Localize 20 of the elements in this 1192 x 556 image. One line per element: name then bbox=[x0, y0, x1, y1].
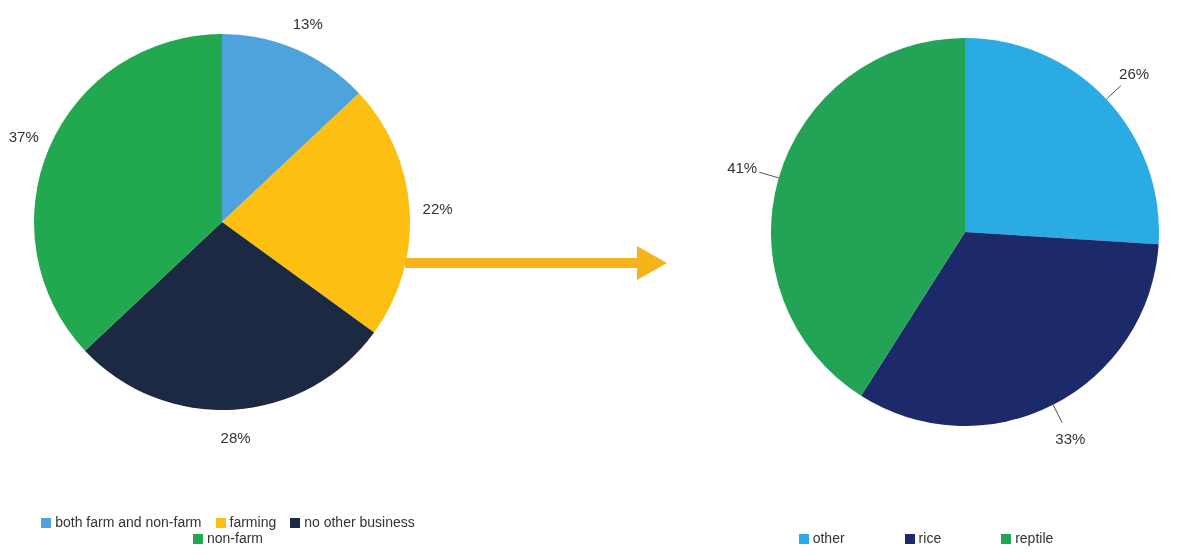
legend-label: reptile bbox=[1015, 530, 1054, 546]
data-label: 41% bbox=[727, 158, 758, 176]
pie-slice bbox=[965, 38, 1159, 245]
pie-slice bbox=[84, 222, 375, 410]
legend-label: non-farm bbox=[206, 530, 264, 546]
legend-label: no other business bbox=[304, 514, 415, 530]
pie-slice bbox=[222, 34, 360, 222]
data-label: 28% bbox=[220, 429, 251, 447]
data-label: 13% bbox=[292, 15, 323, 33]
legend-label: both farm and non-farm bbox=[55, 514, 202, 530]
data-label: 22% bbox=[422, 199, 453, 217]
legend-label: other bbox=[812, 530, 845, 546]
data-label: 26% bbox=[1119, 64, 1150, 82]
pie-slice bbox=[771, 38, 965, 396]
legend-label: farming bbox=[229, 514, 277, 530]
data-label: 37% bbox=[8, 127, 39, 145]
legend-label: rice bbox=[918, 530, 942, 546]
pie-slice bbox=[222, 93, 410, 333]
data-label: 33% bbox=[1055, 430, 1086, 448]
pie-slice bbox=[861, 232, 1159, 426]
